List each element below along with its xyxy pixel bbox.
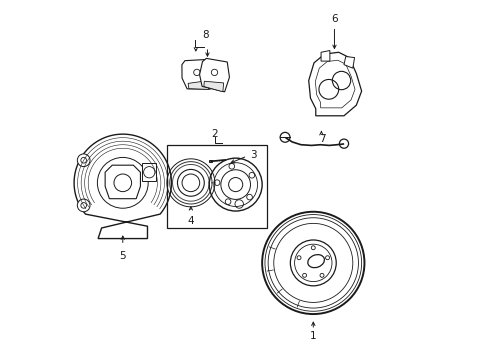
Text: 2: 2 — [211, 129, 217, 139]
Text: 5: 5 — [119, 251, 126, 261]
Circle shape — [339, 139, 348, 148]
Text: 4: 4 — [187, 216, 194, 226]
Polygon shape — [203, 81, 223, 92]
Circle shape — [211, 69, 217, 76]
Polygon shape — [142, 163, 156, 181]
Polygon shape — [321, 50, 329, 61]
Circle shape — [193, 69, 200, 76]
Text: 1: 1 — [309, 331, 316, 341]
Polygon shape — [74, 134, 171, 239]
Circle shape — [280, 132, 289, 142]
Text: 8: 8 — [202, 30, 208, 40]
Text: 7: 7 — [318, 134, 325, 144]
Polygon shape — [182, 59, 211, 89]
Text: 3: 3 — [249, 150, 256, 159]
Polygon shape — [188, 81, 208, 89]
Circle shape — [77, 199, 90, 212]
Circle shape — [77, 154, 90, 167]
Polygon shape — [209, 160, 212, 162]
Polygon shape — [308, 52, 361, 116]
Polygon shape — [199, 58, 229, 92]
Bar — [166, 145, 267, 228]
Text: 6: 6 — [330, 14, 337, 24]
Polygon shape — [343, 57, 354, 68]
